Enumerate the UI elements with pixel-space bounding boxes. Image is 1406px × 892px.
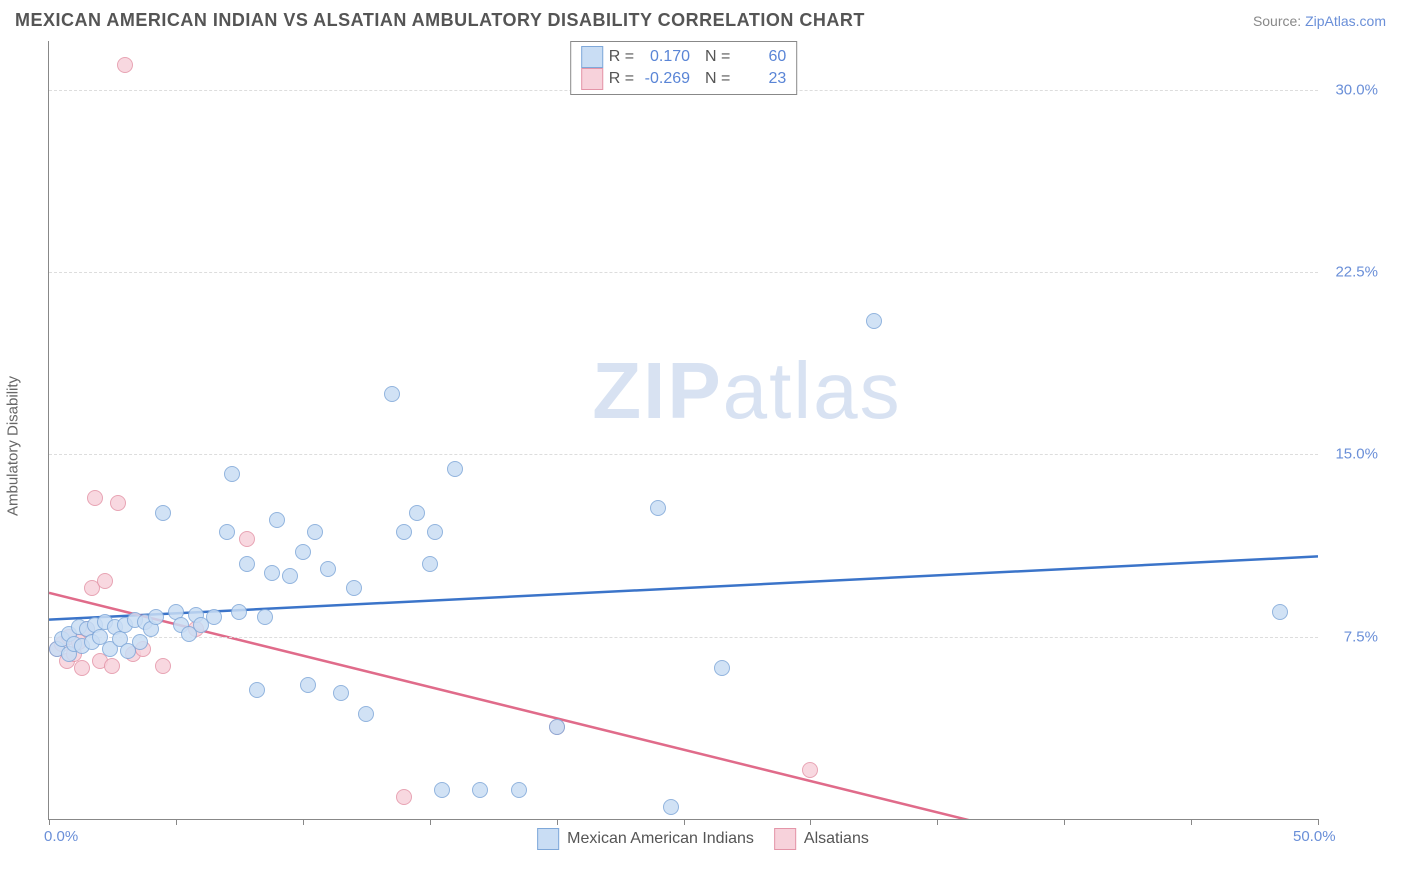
data-point-series1 — [231, 604, 247, 620]
y-tick-label: 30.0% — [1335, 81, 1378, 98]
data-point-series1 — [346, 580, 362, 596]
x-tick-label: 50.0% — [1293, 828, 1336, 845]
data-point-series2 — [239, 531, 255, 547]
data-point-series1 — [264, 565, 280, 581]
data-point-series1 — [257, 609, 273, 625]
data-point-series1 — [549, 719, 565, 735]
x-tick — [937, 819, 938, 825]
data-point-series1 — [206, 609, 222, 625]
data-point-series1 — [511, 782, 527, 798]
data-point-series2 — [87, 490, 103, 506]
x-tick — [1064, 819, 1065, 825]
x-tick — [1191, 819, 1192, 825]
data-point-series1 — [427, 524, 443, 540]
data-point-series1 — [650, 500, 666, 516]
data-point-series1 — [295, 544, 311, 560]
data-point-series1 — [384, 386, 400, 402]
data-point-series1 — [320, 561, 336, 577]
legend-swatch-series2 — [581, 68, 603, 90]
chart-container: Ambulatory Disability ZIPatlas R = 0.170… — [18, 36, 1388, 856]
data-point-series2 — [74, 660, 90, 676]
data-point-series1 — [239, 556, 255, 572]
data-point-series2 — [802, 762, 818, 778]
data-point-series1 — [282, 568, 298, 584]
source-attribution: Source: ZipAtlas.com — [1253, 13, 1386, 29]
legend-swatch-series1-bottom — [537, 828, 559, 850]
x-tick — [1318, 819, 1319, 825]
y-axis-label: Ambulatory Disability — [5, 376, 22, 516]
data-point-series1 — [269, 512, 285, 528]
data-point-series1 — [300, 677, 316, 693]
y-tick-label: 7.5% — [1344, 628, 1378, 645]
data-point-series2 — [117, 57, 133, 73]
data-point-series1 — [333, 685, 349, 701]
data-point-series1 — [249, 682, 265, 698]
legend-label-series1: Mexican American Indians — [567, 830, 754, 848]
data-point-series1 — [866, 313, 882, 329]
data-point-series1 — [409, 505, 425, 521]
x-tick — [176, 819, 177, 825]
watermark: ZIPatlas — [592, 345, 901, 437]
series-legend: Mexican American Indians Alsatians — [537, 828, 869, 850]
data-point-series1 — [358, 706, 374, 722]
legend-label-series2: Alsatians — [804, 830, 869, 848]
data-point-series1 — [396, 524, 412, 540]
source-link[interactable]: ZipAtlas.com — [1305, 13, 1386, 29]
data-point-series2 — [396, 789, 412, 805]
data-point-series2 — [155, 658, 171, 674]
legend-row-series2: R = -0.269 N = 23 — [581, 68, 787, 90]
data-point-series2 — [104, 658, 120, 674]
data-point-series1 — [434, 782, 450, 798]
x-tick — [810, 819, 811, 825]
data-point-series1 — [472, 782, 488, 798]
data-point-series2 — [110, 495, 126, 511]
y-tick-label: 15.0% — [1335, 446, 1378, 463]
data-point-series1 — [148, 609, 164, 625]
data-point-series2 — [97, 573, 113, 589]
x-tick — [303, 819, 304, 825]
data-point-series1 — [714, 660, 730, 676]
gridline — [49, 637, 1318, 638]
x-tick — [557, 819, 558, 825]
legend-row-series1: R = 0.170 N = 60 — [581, 46, 787, 68]
data-point-series1 — [155, 505, 171, 521]
data-point-series1 — [307, 524, 323, 540]
data-point-series1 — [1272, 604, 1288, 620]
scatter-plot: ZIPatlas R = 0.170 N = 60 R = -0.269 N =… — [48, 41, 1318, 820]
data-point-series1 — [422, 556, 438, 572]
legend-swatch-series1 — [581, 46, 603, 68]
data-point-series1 — [224, 466, 240, 482]
x-tick — [430, 819, 431, 825]
x-tick — [684, 819, 685, 825]
trend-lines — [49, 41, 1318, 819]
data-point-series1 — [219, 524, 235, 540]
correlation-legend: R = 0.170 N = 60 R = -0.269 N = 23 — [570, 41, 798, 95]
x-tick — [49, 819, 50, 825]
data-point-series1 — [663, 799, 679, 815]
chart-title: MEXICAN AMERICAN INDIAN VS ALSATIAN AMBU… — [15, 10, 865, 31]
data-point-series1 — [447, 461, 463, 477]
y-tick-label: 22.5% — [1335, 263, 1378, 280]
x-tick-label: 0.0% — [44, 828, 78, 845]
gridline — [49, 272, 1318, 273]
legend-swatch-series2-bottom — [774, 828, 796, 850]
gridline — [49, 454, 1318, 455]
